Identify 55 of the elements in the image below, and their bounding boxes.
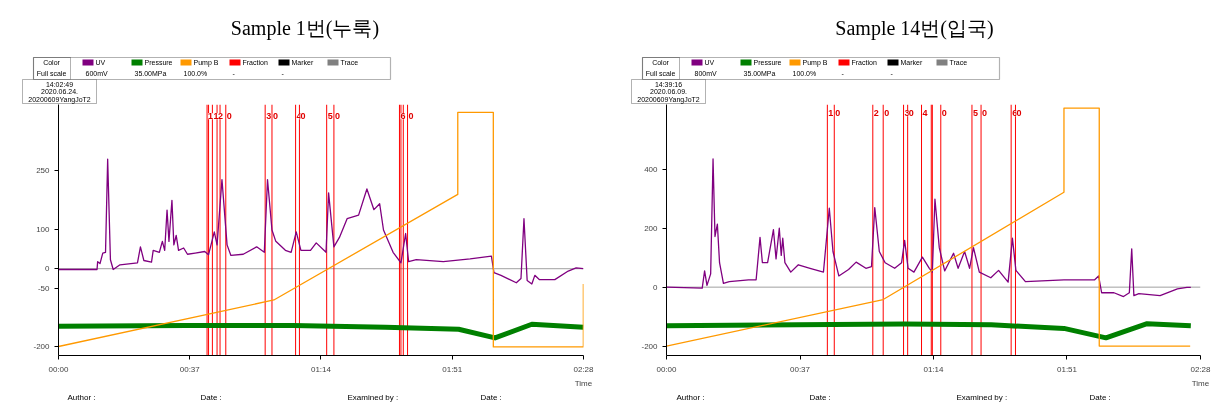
- x-tick-label: 01:51: [1056, 364, 1078, 374]
- annotation: 1: [213, 111, 219, 122]
- annotation: 0: [226, 111, 232, 122]
- annotation: 0: [408, 111, 414, 122]
- annotation: 6: [400, 111, 406, 122]
- x-tick-label: 00:37: [179, 364, 201, 374]
- x-tick-label: 01:14: [310, 364, 332, 374]
- x-tick-label: 02:28: [1190, 364, 1212, 374]
- annotation: 1: [828, 108, 834, 119]
- x-tick-label: 00:00: [48, 364, 70, 374]
- annotation: 0: [300, 111, 306, 122]
- x-tick-label: 00:00: [656, 364, 678, 374]
- annotation: 2: [873, 108, 879, 119]
- y-tick-label: 250: [36, 166, 51, 176]
- annotation: 2: [218, 111, 224, 122]
- annotation: 5: [972, 108, 978, 119]
- text: Date :: [809, 393, 831, 402]
- chart-title: Sample 14번(입국): [835, 16, 994, 40]
- y-tick-label: 0: [653, 282, 659, 292]
- annotation: 3: [266, 111, 272, 122]
- y-tick-label: -200: [33, 342, 51, 352]
- annotation: 0: [272, 111, 278, 122]
- annotation: 6: [1012, 108, 1018, 119]
- y-tick-label: 400: [644, 164, 659, 174]
- annotation: 0: [884, 108, 890, 119]
- annotation: 4: [296, 111, 302, 122]
- annotation: 0: [982, 108, 988, 119]
- text: Date :: [480, 393, 502, 402]
- text: Examined by :: [956, 393, 1008, 402]
- y-tick-label: 100: [36, 225, 51, 235]
- annotation: 0: [908, 108, 914, 119]
- annotation: 0: [835, 108, 841, 119]
- y-tick-label: 200: [644, 223, 659, 233]
- annotation: 1: [208, 111, 214, 122]
- chart-title: Sample 1번(누룩): [230, 16, 380, 40]
- annotation: 0: [941, 108, 947, 119]
- text: Examined by :: [347, 393, 399, 402]
- annotation: 0: [334, 111, 340, 122]
- x-tick-label: 02:28: [573, 364, 595, 374]
- annotation: 3: [904, 108, 910, 119]
- text: Date :: [200, 393, 222, 402]
- x-tick-label: 00:37: [790, 364, 811, 374]
- x-axis-title: Time: [574, 378, 593, 388]
- text: Date :: [1089, 393, 1111, 402]
- annotation: 0: [1016, 108, 1022, 119]
- x-tick-label: 01:14: [923, 364, 945, 374]
- text: Author :: [67, 393, 96, 402]
- x-tick-label: 01:51: [442, 364, 463, 374]
- y-tick-label: -50: [37, 283, 51, 293]
- y-tick-label: -200: [641, 341, 659, 351]
- annotation: 4: [922, 108, 928, 119]
- text: Author :: [676, 393, 705, 402]
- annotation: 5: [327, 111, 333, 122]
- y-tick-label: 0: [45, 264, 51, 274]
- x-axis-title: Time: [1191, 378, 1210, 388]
